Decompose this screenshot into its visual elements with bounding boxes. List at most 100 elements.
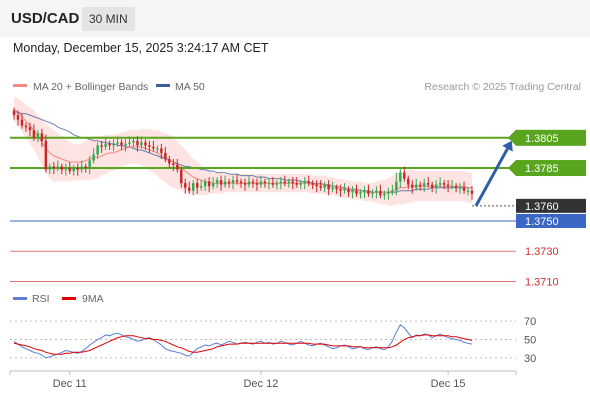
candle-body (466, 190, 470, 192)
candle-body (251, 181, 255, 184)
candle-body (76, 168, 79, 170)
rsi-line (13, 324, 473, 359)
candle-body (327, 184, 330, 190)
candle-body (379, 190, 382, 196)
bollinger-band-area (14, 97, 472, 206)
candle-body (335, 187, 338, 190)
candle-body (140, 142, 143, 146)
legend-rsi: RSI (32, 293, 50, 305)
candle-body (458, 187, 462, 189)
candle-body (156, 148, 159, 150)
candle-body (172, 163, 175, 166)
candle-body (311, 183, 314, 185)
candle-body (331, 187, 334, 190)
candle-body (64, 168, 68, 170)
candle-body (267, 183, 271, 185)
candle-body (231, 180, 235, 184)
support-label: 1.3750 (525, 216, 559, 228)
candle-body (418, 184, 422, 187)
forecast-arrow-shaft (474, 147, 509, 207)
candle-body (68, 168, 71, 172)
legend-swatch-9ma (62, 297, 76, 300)
candle-body (160, 148, 163, 153)
candle-body (235, 180, 239, 182)
timestamp: Monday, December 15, 2025 3:24:17 AM CET (13, 41, 269, 55)
legend-ma20: MA 20 + Bollinger Bands (33, 81, 148, 93)
level-tags: 1.3805 1.3785 1.3760 1.3750 1.3730 1.3710 (508, 129, 586, 288)
rsi-tick-label: 50 (524, 335, 536, 347)
resistance-label: 1.3785 (525, 163, 559, 175)
candle-body (291, 181, 295, 184)
candle-body (191, 183, 195, 191)
candle-body (446, 184, 450, 187)
candle-body (116, 142, 119, 144)
candle-body (195, 183, 199, 188)
rsi-panel: 30 50 70 (10, 316, 536, 365)
candle-body (84, 166, 87, 169)
candle-body (347, 189, 350, 193)
candle-body (188, 187, 191, 191)
candle-body (287, 181, 291, 184)
candle-body (88, 160, 91, 169)
resistance-tag (516, 160, 586, 177)
rsi-tick-label: 70 (524, 316, 536, 328)
candle-body (450, 186, 454, 188)
forecast-arrow (474, 140, 513, 207)
candle-body (399, 172, 402, 182)
support-tag (516, 213, 586, 228)
chart-header: USD/CAD 30 MIN (0, 0, 590, 37)
candle-body (120, 142, 123, 146)
candle-body (295, 183, 298, 185)
candle-body (124, 143, 127, 146)
rsi-ma-line (13, 334, 473, 355)
candle-body (407, 178, 410, 185)
candle-body (426, 183, 430, 185)
candle-body (176, 165, 179, 170)
candle-body (96, 145, 99, 155)
candle-body (307, 181, 310, 184)
timeframe-badge[interactable]: 30 MIN (82, 7, 135, 31)
candle-body (283, 181, 287, 184)
candle-body (92, 154, 95, 161)
candle-body (363, 190, 366, 193)
candle-body (24, 125, 28, 128)
legend-swatch-rsi (13, 297, 27, 300)
candle-body (359, 192, 362, 194)
resistance-tag (516, 129, 586, 146)
candle-body (223, 181, 227, 185)
candle-body (271, 183, 275, 185)
candle-body (375, 190, 378, 193)
candle-body (247, 181, 251, 185)
candle-body (351, 190, 354, 193)
resistance-tag-pointer (508, 160, 516, 177)
candle-body (371, 192, 374, 194)
candle-body (207, 181, 211, 187)
candle-body (219, 180, 223, 185)
candle-body (16, 115, 20, 120)
weak-support-label: 1.3710 (525, 276, 559, 288)
candle-body (164, 152, 167, 159)
resistance-tag-pointer (508, 129, 516, 146)
candle-body (12, 110, 16, 116)
candle-body (148, 145, 151, 147)
candle-body (152, 146, 155, 149)
candle-body (355, 190, 358, 194)
candle-body (180, 169, 183, 184)
candle-body (56, 166, 60, 169)
candle-body (430, 184, 434, 188)
bollinger-band (14, 97, 472, 206)
weak-support-label: 1.3730 (525, 246, 559, 258)
candle-body (100, 145, 103, 147)
candle-body (203, 181, 207, 187)
candle-body (211, 183, 215, 187)
candle-body (442, 183, 446, 185)
candle-body (215, 180, 219, 184)
candle-body (20, 119, 24, 126)
candle-body (411, 184, 414, 188)
candle-body (415, 184, 418, 188)
candle-body (36, 133, 40, 138)
candle-body (80, 166, 83, 170)
candle-body (255, 183, 259, 185)
candle-body (391, 190, 394, 193)
